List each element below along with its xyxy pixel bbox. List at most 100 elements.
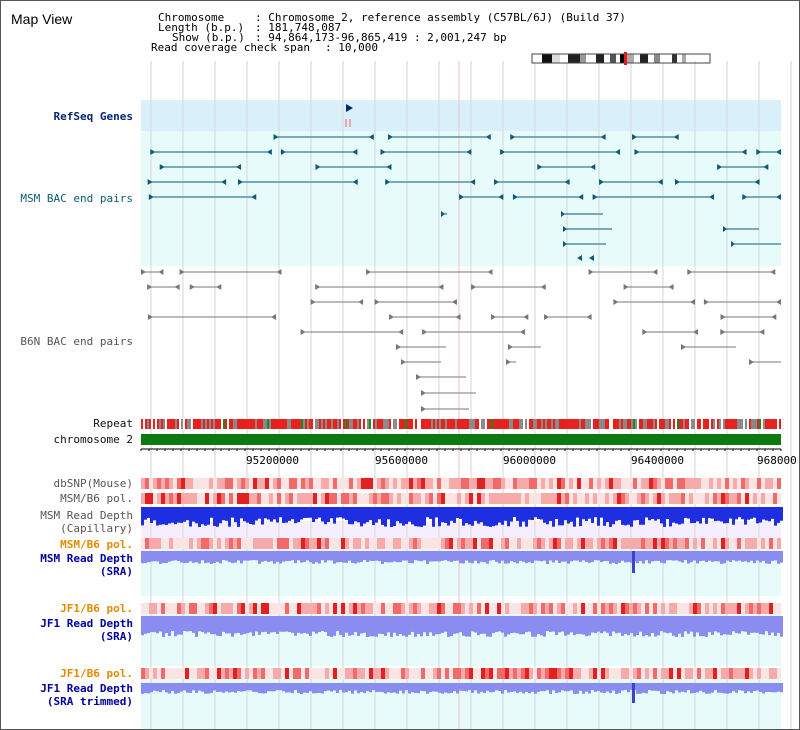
repeat-cell: [633, 419, 635, 429]
track-label-dbsnp[interactable]: dbSNP(Mouse): [53, 477, 133, 490]
dbsnp-cell: [481, 478, 485, 489]
repeat-cell: [379, 419, 381, 429]
jf1-b6-pol-cell: [509, 603, 513, 614]
msm-depth-capillary-bar: [636, 507, 639, 521]
repeat-cell: [675, 419, 677, 429]
repeat-cell: [269, 419, 271, 429]
track-label-msm-b6-pol-2[interactable]: MSM/B6 pol.: [60, 538, 133, 551]
msm-depth-sra-bar: [684, 551, 687, 561]
track-label-refseq[interactable]: RefSeq Genes: [53, 110, 133, 123]
jf1-b6-pol-cell: [613, 603, 617, 614]
msm-depth-sra-bar: [207, 551, 210, 563]
msm-depth-sra-bar: [447, 551, 450, 562]
msm-depth-sra-bar: [567, 551, 570, 564]
msm-b6-pol-2-cell: [665, 538, 669, 549]
repeat-cell: [521, 419, 523, 429]
msm-depth-sra-bar: [693, 551, 696, 561]
jf1-b6-pol-cell: [285, 603, 289, 614]
repeat-cell: [311, 419, 313, 429]
jf1-b6-pol-cell: [333, 603, 337, 614]
jf1-depth-sra-bar: [720, 616, 723, 636]
jf1-depth-sra-bar: [660, 616, 663, 632]
track-label-jf1-b6-pol[interactable]: JF1/B6 pol.: [60, 602, 133, 615]
repeat-cell: [619, 419, 621, 429]
msm-b6-pol-cell: [405, 493, 409, 504]
dbsnp-cell: [777, 478, 781, 489]
jf1-depth-sra-bar: [180, 616, 183, 635]
jf1-depth-trim-bar: [549, 683, 552, 694]
msm-depth-sra-bar: [312, 551, 315, 564]
dbsnp-cell: [369, 478, 373, 489]
jf1-depth-sra-bar: [177, 616, 180, 635]
jf1-depth-sra-bar: [261, 616, 264, 633]
jf1-b6-pol-cell: [753, 603, 757, 614]
repeat-cell: [771, 419, 773, 429]
msm-b6-pol-2-cell: [369, 538, 373, 549]
jf1-depth-sra-bar: [651, 616, 654, 634]
repeat-cell: [493, 419, 495, 429]
repeat-cell: [767, 419, 769, 429]
jf1-depth-sra-bar: [561, 616, 564, 632]
b6n-bac-pair-end: [455, 314, 461, 320]
jf1-b6-pol-cell: [577, 603, 581, 614]
repeat-cell: [287, 419, 289, 429]
dbsnp-cell: [621, 478, 625, 489]
repeat-cell: [495, 419, 497, 429]
jf1-depth-trim-bar: [477, 683, 480, 694]
jf1-depth-sra-bar: [576, 616, 579, 634]
dbsnp-cell: [173, 478, 177, 489]
dbsnp-cell: [641, 478, 645, 489]
track-label-repeat[interactable]: Repeat: [93, 417, 133, 430]
msm-depth-sra-bar: [174, 551, 177, 561]
track-label-msm-bac[interactable]: MSM BAC end pairs: [20, 192, 133, 205]
b6n-bac-pair-end: [720, 314, 726, 320]
track-label-jf1-b6-pol-2[interactable]: JF1/B6 pol.: [60, 667, 133, 680]
msm-depth-capillary-bar: [204, 507, 207, 526]
msm-b6-pol-2-cell: [609, 538, 613, 549]
jf1-depth-trim-bar: [612, 683, 615, 691]
track-label-jf1-depth-sra[interactable]: JF1 Read Depth: [40, 617, 133, 630]
jf1-depth-trim-bar: [342, 683, 345, 693]
jf1-b6-pol-2-cell: [461, 668, 465, 679]
jf1-depth-trim-spike: [632, 683, 635, 703]
repeat-cell: [317, 419, 319, 429]
msm-depth-capillary-bar: [666, 507, 669, 520]
dbsnp-cell: [289, 478, 293, 489]
msm-depth-capillary-bar: [345, 507, 348, 520]
jf1-depth-sra-bar: [423, 616, 426, 633]
msm-b6-pol-2-cell: [505, 538, 509, 549]
jf1-b6-pol-2-cell: [297, 668, 301, 679]
msm-b6-pol-2-cell: [197, 538, 201, 549]
msm-b6-pol-cell: [309, 493, 313, 504]
repeat-cell: [709, 419, 711, 429]
msm-depth-sra-bar: [324, 551, 327, 563]
jf1-depth-trim-bar: [489, 683, 492, 693]
msm-b6-pol-2-cell: [577, 538, 581, 549]
repeat-cell: [247, 419, 249, 429]
track-label-b6n-bac[interactable]: B6N BAC end pairs: [20, 335, 133, 348]
repeat-cell: [499, 419, 501, 429]
msm-depth-sra-bar: [537, 551, 540, 561]
msm-b6-pol-2-cell: [301, 538, 305, 549]
msm-depth-sra-bar: [651, 551, 654, 562]
dbsnp-cell: [321, 478, 325, 489]
msm-depth-sra-bar: [141, 551, 144, 564]
msm-depth-sra-bar: [582, 551, 585, 561]
msm-depth-capillary-bar: [246, 507, 249, 523]
track-label-msm-depth-capillary[interactable]: MSM Read Depth: [40, 509, 133, 522]
dbsnp-cell: [749, 478, 753, 489]
msm-b6-pol-2-cell: [305, 538, 309, 549]
msm-depth-sra-bar: [378, 551, 381, 562]
msm-b6-pol-cell: [749, 493, 753, 504]
repeat-cell: [593, 419, 595, 429]
msm-b6-pol-2-cell: [641, 538, 645, 549]
track-label-msm-b6-pol[interactable]: MSM/B6 pol.: [60, 492, 133, 505]
msm-b6-pol-cell: [641, 493, 645, 504]
track-label-msm-depth-sra[interactable]: MSM Read Depth: [40, 552, 133, 565]
repeat-cell: [391, 419, 393, 429]
track-label-jf1-depth-trimmed[interactable]: JF1 Read Depth: [40, 682, 133, 695]
msm-b6-pol-cell: [553, 493, 557, 504]
msm-b6-pol-cell: [425, 493, 429, 504]
jf1-depth-sra-bar: [438, 616, 441, 635]
repeat-cell: [503, 419, 505, 429]
